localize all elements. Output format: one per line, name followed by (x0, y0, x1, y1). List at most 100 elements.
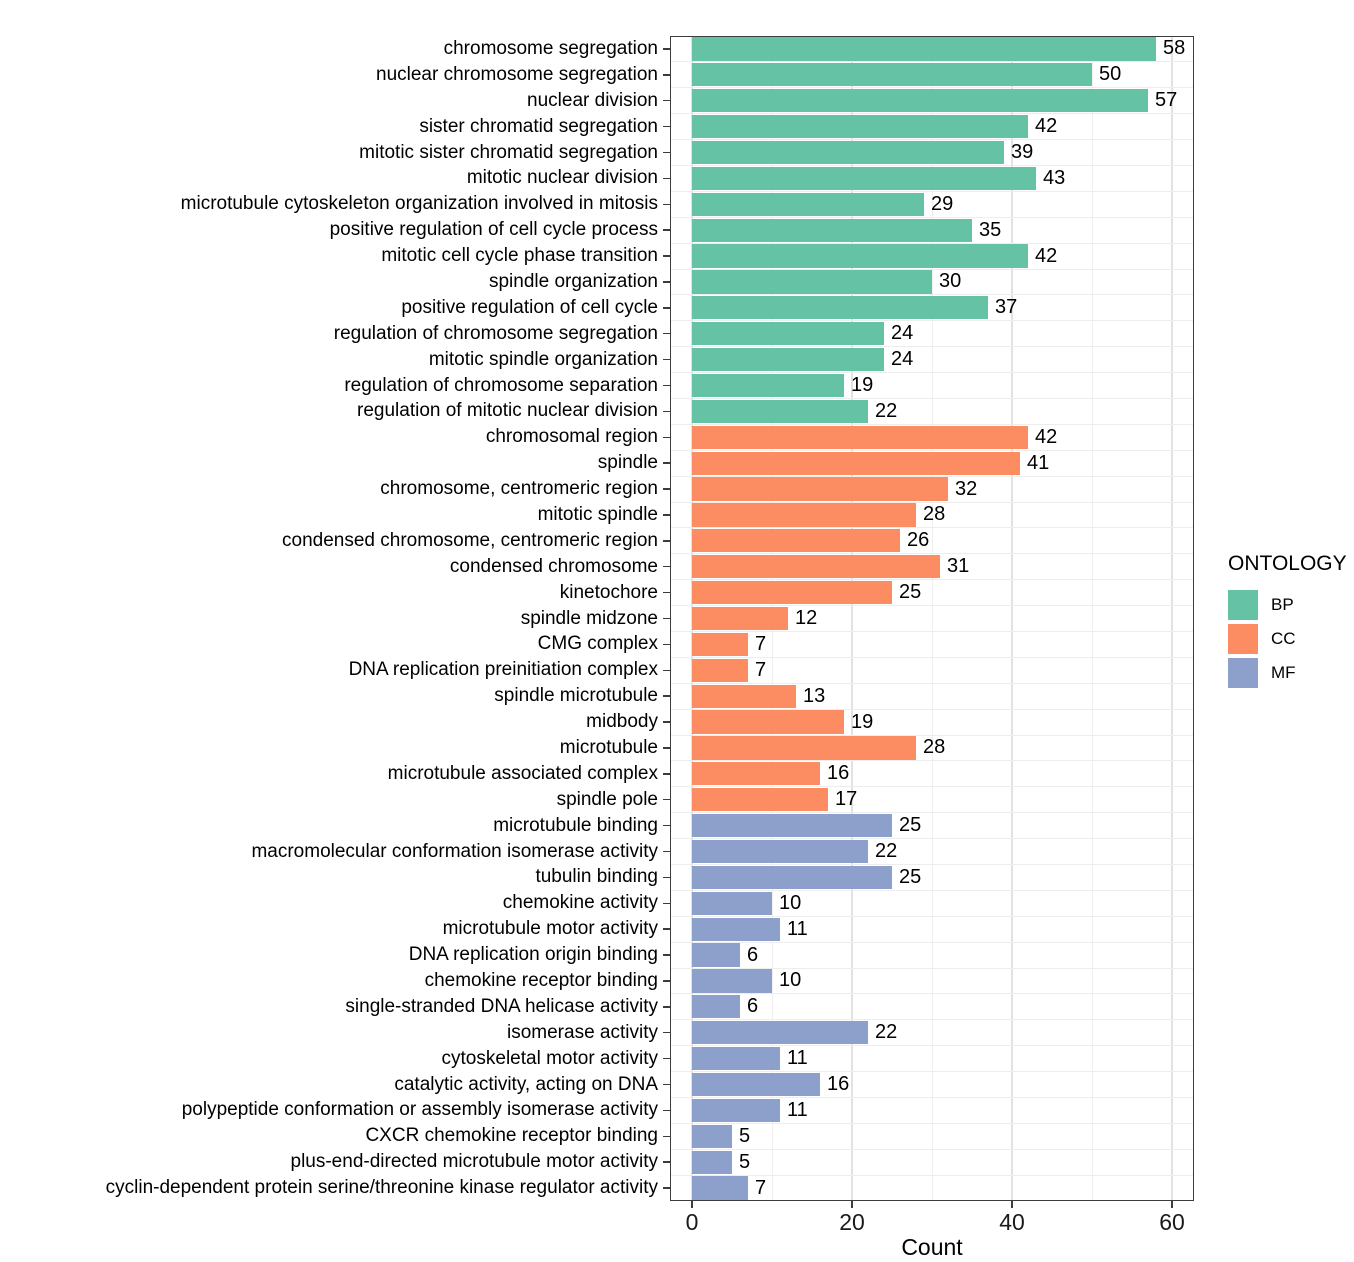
y-axis-tick-label: positive regulation of cell cycle proces… (329, 219, 658, 241)
y-axis-tick-label: microtubule binding (493, 814, 658, 836)
y-axis-tick (663, 1161, 670, 1163)
bar (692, 788, 828, 812)
row-gridline (670, 1174, 1194, 1176)
y-axis-tick-label: midbody (586, 711, 658, 733)
bar-value-label: 28 (923, 736, 946, 759)
y-axis-tick (663, 332, 670, 335)
x-axis-tick (1011, 1201, 1013, 1208)
row-gridline (670, 268, 1194, 270)
y-axis-tick (663, 462, 670, 464)
legend-item-label: BP (1271, 595, 1294, 614)
y-axis-tick-label: regulation of chromosome segregation (333, 322, 658, 344)
bar-value-label: 31 (947, 555, 970, 578)
bar (692, 891, 772, 915)
y-axis-tick-label: macromolecular conformation isomerase ac… (251, 840, 658, 862)
y-axis-tick-label: mitotic nuclear division (466, 167, 658, 189)
bar (692, 296, 988, 320)
y-axis-tick (663, 1135, 670, 1138)
bar (692, 865, 892, 890)
major-gridline (851, 36, 853, 1201)
y-axis-tick-label: spindle microtubule (494, 685, 658, 707)
bar-value-label: 57 (1155, 89, 1178, 112)
y-axis-tick (663, 1109, 670, 1112)
y-axis-tick-label: chromosomal region (485, 426, 658, 448)
bar-value-label: 12 (795, 606, 818, 629)
row-gridline (670, 1019, 1194, 1021)
row-gridline (670, 1122, 1194, 1124)
x-axis-tick-label: 20 (839, 1209, 865, 1235)
bar-value-label: 43 (1043, 166, 1066, 189)
bar (692, 322, 884, 346)
y-axis-tick-label: spindle organization (488, 271, 658, 292)
y-axis-tick-label: isomerase activity (507, 1021, 658, 1043)
y-axis-tick-label: mitotic cell cycle phase transition (381, 245, 658, 267)
legend-swatch (1228, 658, 1258, 688)
y-axis-tick-label: spindle (597, 452, 658, 474)
y-axis-tick-label: microtubule motor activity (442, 918, 658, 940)
y-axis-tick-label: plus-end-directed microtubule motor acti… (290, 1151, 659, 1173)
bar (692, 140, 1004, 165)
bar-value-label: 10 (779, 969, 802, 992)
y-axis-tick (663, 436, 670, 439)
y-axis-tick (663, 125, 670, 128)
bar (692, 399, 868, 424)
bar-value-label: 22 (875, 839, 898, 862)
bar-value-label: 25 (899, 581, 922, 604)
row-gridline (670, 423, 1194, 425)
legend-item: CC (1228, 624, 1347, 654)
x-axis-tick-label: 0 (685, 1209, 699, 1235)
y-axis-tick (663, 1057, 670, 1060)
y-axis-tick-label: microtubule (559, 737, 658, 758)
bar-value-label: 22 (875, 399, 898, 422)
row-gridline (670, 941, 1194, 943)
row-gridline (670, 87, 1194, 89)
y-axis-tick (663, 1006, 670, 1008)
bar-value-label: 25 (899, 814, 922, 837)
y-axis-tick-label: catalytic activity, acting on DNA (394, 1073, 658, 1095)
row-gridline (670, 216, 1194, 218)
y-axis-tick (663, 514, 670, 516)
minor-gridline (931, 36, 933, 1201)
legend-swatch (1228, 590, 1258, 620)
y-axis-tick (663, 540, 670, 542)
bar (692, 943, 740, 967)
row-gridline (670, 501, 1194, 503)
bar (692, 451, 1020, 475)
row-gridline (670, 734, 1194, 736)
legend-item-label: MF (1271, 663, 1296, 682)
y-axis-tick (663, 954, 670, 956)
y-axis-tick-label: chemokine activity (502, 892, 658, 914)
y-axis-tick-label: condensed chromosome (449, 555, 658, 577)
bar-value-label: 16 (827, 1072, 850, 1095)
legend: ONTOLOGY BP CC MF (1228, 552, 1347, 692)
row-gridline (670, 139, 1194, 141)
y-axis-labels: chromosome segregation nuclear chromosome… (0, 36, 658, 1201)
y-axis-tick-label: mitotic spindle (537, 504, 658, 525)
bar-value-label: 42 (1035, 425, 1058, 448)
bar-value-label: 6 (747, 943, 759, 966)
row-gridline (670, 915, 1194, 917)
bar-value-label: 58 (1163, 37, 1186, 60)
row-gridline (670, 553, 1194, 555)
y-axis-tick (663, 902, 670, 905)
row-gridline (670, 475, 1194, 477)
y-axis-tick-label: polypeptide conformation or assembly iso… (181, 1099, 658, 1121)
x-axis-tick-label: 60 (1159, 1209, 1185, 1235)
bar (692, 89, 1148, 113)
minor-gridline (1091, 36, 1093, 1201)
bar-value-label: 11 (787, 1098, 808, 1121)
y-axis-tick (663, 669, 670, 672)
y-axis-tick-label: spindle midzone (520, 607, 658, 629)
bar-value-label: 24 (891, 322, 914, 345)
y-axis-tick (663, 358, 670, 361)
y-axis-tick (663, 824, 670, 827)
y-axis-tick (663, 643, 670, 646)
row-gridline (670, 579, 1194, 581)
bar (692, 813, 892, 838)
y-axis-tick-label: chemokine receptor binding (424, 970, 658, 991)
bar-value-label: 22 (875, 1021, 898, 1044)
y-axis-tick (663, 850, 670, 853)
y-axis-tick (663, 229, 670, 231)
bar-value-label: 19 (851, 710, 874, 733)
